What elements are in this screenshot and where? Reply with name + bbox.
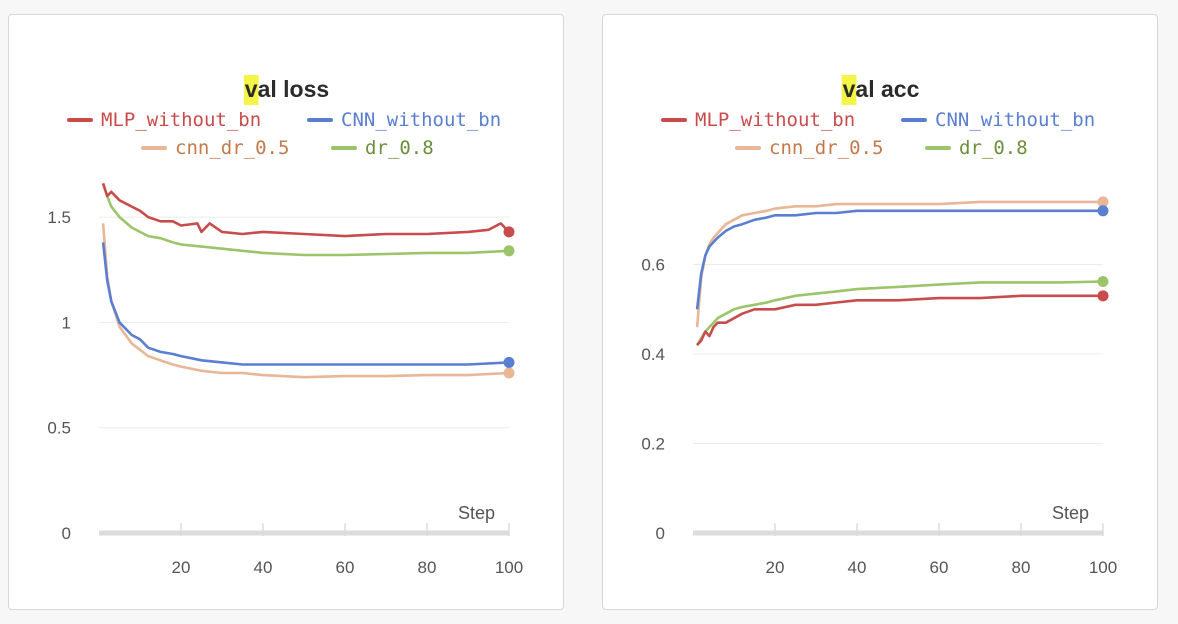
series-line bbox=[695, 200, 1103, 328]
chart-title: val acc bbox=[841, 75, 920, 105]
series-line bbox=[101, 242, 510, 366]
x-tick-label: 100 bbox=[1089, 558, 1117, 577]
y-tick-label: 0 bbox=[62, 524, 71, 543]
val-loss-chart: val loss MLP_without_bn CNN_without_bn cnn_… bbox=[47, 75, 523, 577]
legend-label: cnn_dr_0.5 bbox=[769, 137, 883, 159]
legend-label: MLP_without_bn bbox=[695, 109, 855, 131]
x-tick-label: 60 bbox=[930, 558, 949, 577]
series-end-point bbox=[1097, 196, 1109, 208]
val-loss-panel: val loss MLP_without_bn CNN_without_bn cnn_… bbox=[8, 14, 564, 610]
y-tick-label: 0.5 bbox=[47, 419, 71, 438]
series-MLP_without_bn bbox=[696, 290, 1109, 346]
series-end-point bbox=[1097, 290, 1109, 302]
series-MLP_without_bn bbox=[101, 183, 515, 238]
series-cnn_dr_0.5 bbox=[695, 196, 1109, 328]
series-line bbox=[101, 183, 510, 238]
legend-item: MLP_without_bn bbox=[67, 109, 261, 131]
title-highlight bbox=[243, 75, 259, 105]
grid: 0 0.2 0.4 0.6 bbox=[641, 256, 1103, 543]
x-tick-label: 20 bbox=[766, 558, 785, 577]
y-tick-label: 0 bbox=[656, 524, 665, 543]
series-cnn_dr_0.5 bbox=[101, 223, 515, 379]
legend-label: dr_0.8 bbox=[959, 137, 1028, 159]
svg-text:val loss: val loss bbox=[245, 76, 329, 102]
y-tick-label: 0.2 bbox=[641, 435, 665, 454]
series-line bbox=[695, 280, 1104, 346]
x-axis-label: Step bbox=[458, 503, 495, 523]
legend-item: CNN_without_bn bbox=[307, 109, 501, 131]
legend-item: cnn_dr_0.5 bbox=[735, 137, 883, 159]
x-tick-label: 40 bbox=[848, 558, 867, 577]
chart-title: val loss bbox=[243, 75, 329, 105]
title-highlight bbox=[841, 75, 857, 105]
legend-item: MLP_without_bn bbox=[661, 109, 855, 131]
x-tick-label: 20 bbox=[172, 558, 191, 577]
x-axis: 20 40 60 80 100 Step bbox=[99, 503, 523, 577]
y-tick-label: 0.6 bbox=[641, 256, 665, 275]
val-acc-panel: val acc MLP_without_bn CNN_without_bn cnn_d… bbox=[602, 14, 1158, 610]
x-tick-label: 40 bbox=[254, 558, 273, 577]
legend-label: CNN_without_bn bbox=[935, 109, 1095, 131]
x-axis: 20 40 60 80 100 Step bbox=[693, 503, 1117, 577]
series-dr_0.8 bbox=[101, 183, 515, 257]
series-CNN_without_bn bbox=[101, 242, 515, 368]
x-tick-label: 80 bbox=[1012, 558, 1031, 577]
series-line bbox=[695, 209, 1103, 310]
val-acc-chart: val acc MLP_without_bn CNN_without_bn cnn_d… bbox=[641, 75, 1117, 577]
legend-item: dr_0.8 bbox=[925, 137, 1028, 159]
series-line bbox=[696, 294, 1103, 346]
series-end-point bbox=[503, 245, 515, 257]
grid: 0 0.5 1 1.5 bbox=[47, 208, 509, 543]
svg-text:val acc: val acc bbox=[843, 76, 920, 102]
legend-label: dr_0.8 bbox=[365, 137, 434, 159]
y-tick-label: 1.5 bbox=[47, 208, 71, 227]
series-end-point bbox=[503, 226, 515, 238]
y-tick-label: 1 bbox=[62, 313, 71, 332]
x-axis-label: Step bbox=[1052, 503, 1089, 523]
series-CNN_without_bn bbox=[695, 205, 1109, 310]
series-end-point bbox=[1097, 205, 1109, 217]
legend: MLP_without_bn CNN_without_bn cnn_dr_0.5 dr… bbox=[67, 109, 501, 159]
legend-item: CNN_without_bn bbox=[901, 109, 1095, 131]
series-dr_0.8 bbox=[695, 276, 1109, 346]
x-tick-label: 100 bbox=[495, 558, 523, 577]
legend-label: CNN_without_bn bbox=[341, 109, 501, 131]
legend: MLP_without_bn CNN_without_bn cnn_dr_0.5 dr… bbox=[661, 109, 1095, 159]
legend-item: dr_0.8 bbox=[331, 137, 434, 159]
series-line bbox=[101, 223, 510, 379]
series-end-point bbox=[503, 356, 515, 368]
legend-label: cnn_dr_0.5 bbox=[175, 137, 289, 159]
legend-label: MLP_without_bn bbox=[101, 109, 261, 131]
series-line bbox=[101, 183, 510, 257]
series-end-point bbox=[1097, 276, 1109, 288]
legend-item: cnn_dr_0.5 bbox=[141, 137, 289, 159]
x-tick-label: 60 bbox=[336, 558, 355, 577]
x-tick-label: 80 bbox=[418, 558, 437, 577]
series-end-point bbox=[503, 367, 515, 379]
y-tick-label: 0.4 bbox=[641, 345, 665, 364]
